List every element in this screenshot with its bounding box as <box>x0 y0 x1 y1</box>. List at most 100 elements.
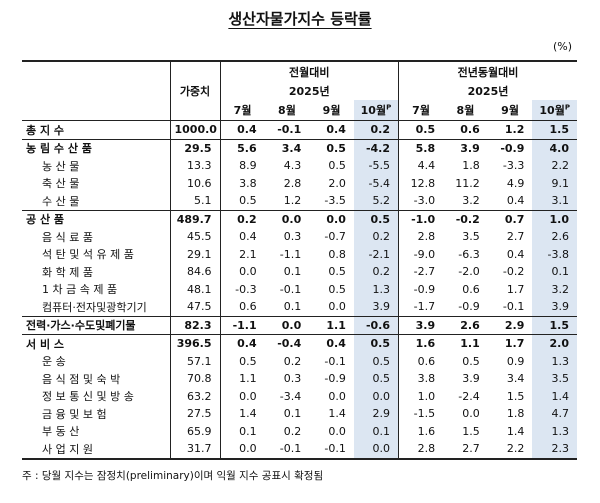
value-cell: 2.9 <box>487 315 533 335</box>
weight-cell: 29.5 <box>169 138 220 157</box>
title: 생산자물가지수 등락률 <box>228 10 372 28</box>
value-cell: 2.8 <box>398 440 444 460</box>
table-row: 컴퓨터·전자및광학기기 47.5 0.6 0.1 0.0 3.9 -1.7 -0.9 -0.1 3… <box>22 298 577 316</box>
row-label: 음 식 료 품 <box>42 230 93 244</box>
value-cell: -4.2 <box>353 138 399 157</box>
value-cell: -0.1 <box>264 440 310 460</box>
value-cell: 1.8 <box>462 159 480 173</box>
value-cell: -1.7 <box>398 298 444 316</box>
month-header: 8월 <box>264 100 310 121</box>
group-year: 2025년 <box>398 82 577 100</box>
value-cell: 0.1 <box>283 265 302 279</box>
value-cell: 0.0 <box>309 209 354 228</box>
value-cell: 0.6 <box>398 352 444 370</box>
value-cell: 3.4 <box>264 138 310 157</box>
weight-cell: 48.1 <box>169 280 220 298</box>
row-label: 음 식 점 및 숙 박 <box>42 372 121 386</box>
value-cell: 0.1 <box>219 422 265 440</box>
value-cell: -1.5 <box>398 405 444 423</box>
row-label: 서 비 스 <box>22 334 170 353</box>
value-cell: 3.4 <box>506 372 525 386</box>
value-cell: 2.6 <box>532 228 577 246</box>
value-cell: -2.1 <box>353 245 399 263</box>
table-row: 부 동 산 65.9 0.1 0.2 0.0 0.1 1.6 1.5 1.4 1.3 <box>22 422 577 440</box>
value-cell: 5.2 <box>353 192 399 210</box>
month-label: 7월 <box>233 104 252 117</box>
row-label: 총 지 수 <box>22 120 170 139</box>
weight-cell: 47.5 <box>169 298 220 316</box>
value-cell: -0.1 <box>264 120 310 139</box>
weight-cell: 31.7 <box>169 440 220 460</box>
value-cell: 0.4 <box>309 120 354 139</box>
value-cell: -0.2 <box>443 209 488 228</box>
value-cell: 0.2 <box>283 354 302 368</box>
value-cell: 2.3 <box>532 440 577 460</box>
table-row: 농 림 수 산 품 29.5 5.6 3.4 0.5 -4.2 5.8 3.9 -0.9 4.0 <box>22 138 577 157</box>
value-cell: -9.0 <box>398 245 444 263</box>
value-cell: 4.4 <box>398 157 444 175</box>
weight-cell: 5.1 <box>169 192 220 210</box>
weight-cell: 45.5 <box>169 228 220 246</box>
table-row: 총 지 수 1000.0 0.4 -0.1 0.4 0.2 0.5 0.6 1.2 1.5 <box>22 120 577 139</box>
value-cell: -0.2 <box>502 265 525 279</box>
value-cell: 2.9 <box>353 405 399 423</box>
value-cell: -0.9 <box>324 372 346 386</box>
value-cell: 0.2 <box>353 263 399 281</box>
value-cell: 0.4 <box>219 334 265 353</box>
value-cell: 0.1 <box>353 422 399 440</box>
table-row: 음 식 점 및 숙 박 70.8 1.1 0.3 -0.9 0.5 3.8 3.9 3.4 3.5 <box>22 370 577 388</box>
value-cell: 3.8 <box>219 174 265 192</box>
table-row: 수 산 물 5.1 0.5 1.2 -3.5 5.2 -3.0 3.2 0.4 3.1 <box>22 192 577 210</box>
month-label: 7월 <box>412 104 430 117</box>
value-cell: 2.7 <box>443 440 488 460</box>
row-label: 금 융 및 보 험 <box>42 407 107 421</box>
weight-cell: 63.2 <box>169 387 220 405</box>
value-cell: 1.2 <box>283 194 302 208</box>
value-cell: 0.5 <box>309 138 354 157</box>
value-cell: 1.4 <box>532 387 577 405</box>
month-header: 9월 <box>309 100 354 121</box>
value-cell: 0.5 <box>219 352 265 370</box>
header-row: 7월 8월 9월 10월P 7월 8월 9월 10월P <box>22 100 577 121</box>
value-cell: 1.0 <box>398 387 444 405</box>
row-label: 운 송 <box>42 355 66 369</box>
value-cell: 11.2 <box>455 176 480 190</box>
value-cell: 0.5 <box>462 354 480 368</box>
value-cell: 3.2 <box>532 280 577 298</box>
value-cell: 0.0 <box>264 209 310 228</box>
value-cell: 1.8 <box>506 407 525 421</box>
value-cell: 4.0 <box>532 138 577 157</box>
value-cell: 0.5 <box>353 334 399 353</box>
value-cell: -0.1 <box>309 440 354 460</box>
header-row: 가중치 전월대비 전년동월대비 <box>22 60 577 121</box>
weight-cell: 57.1 <box>169 352 220 370</box>
table-row: 화 학 제 품 84.6 0.0 0.1 0.5 0.2 -2.7 -2.0 -0.2 0.1 <box>22 263 577 281</box>
value-cell: 0.2 <box>353 120 399 139</box>
value-cell: -0.1 <box>324 354 346 368</box>
value-cell: -1.0 <box>398 209 444 228</box>
table-row: 농 산 물 13.3 8.9 4.3 0.5 -5.5 4.4 1.8 -3.3 2.2 <box>22 157 577 175</box>
value-cell: -1.1 <box>219 315 265 335</box>
value-cell: -3.3 <box>502 159 525 173</box>
value-cell: 3.9 <box>532 298 577 316</box>
value-cell: 2.8 <box>398 228 444 246</box>
weight-cell: 13.3 <box>169 157 220 175</box>
value-cell: 0.0 <box>328 424 346 438</box>
value-cell: 0.5 <box>328 282 346 296</box>
header-cell: 가중치 <box>169 60 220 121</box>
value-cell: -2.0 <box>458 265 480 279</box>
weight-cell: 396.5 <box>169 334 220 353</box>
value-cell: 0.5 <box>219 192 265 210</box>
row-label: 사 업 지 원 <box>22 440 170 460</box>
value-cell: -5.5 <box>353 157 399 175</box>
value-cell: 3.8 <box>398 370 444 388</box>
value-cell: 1.1 <box>219 370 265 388</box>
prelim-mark: P <box>564 103 570 112</box>
value-cell: -0.1 <box>502 300 525 314</box>
value-cell: 1.3 <box>532 422 577 440</box>
value-cell: 0.3 <box>283 372 302 386</box>
header-cell <box>22 60 170 121</box>
value-cell: 1.5 <box>506 389 525 403</box>
unit: (%) <box>552 40 572 53</box>
value-cell: -3.8 <box>532 245 577 263</box>
